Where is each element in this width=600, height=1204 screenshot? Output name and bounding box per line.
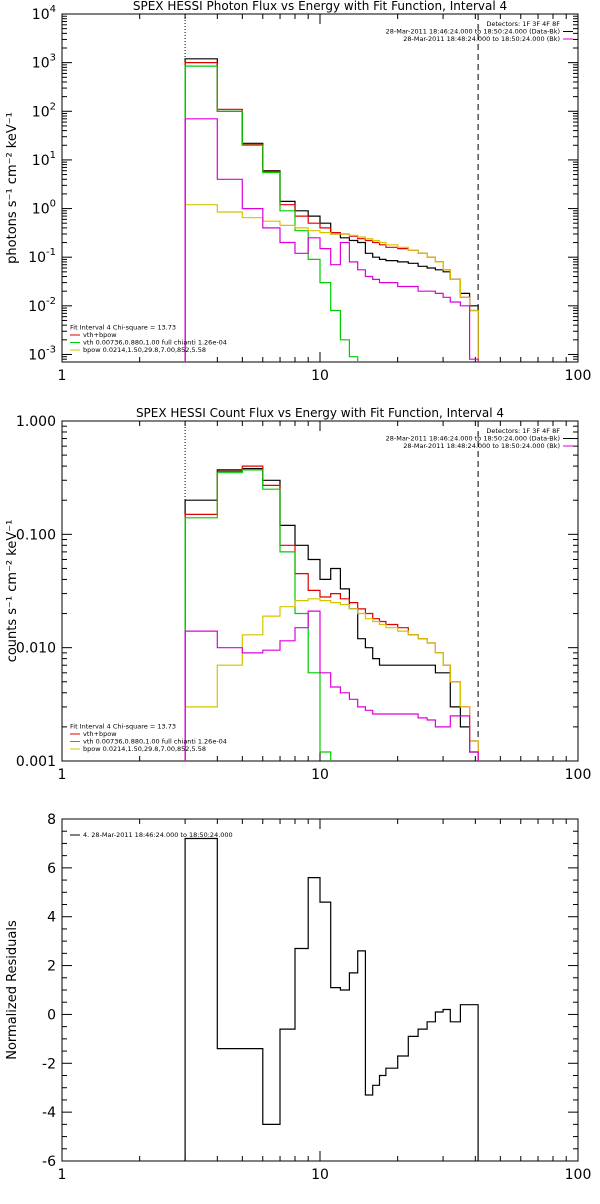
legend-bottom-left-text: vth 0.00736,0.880,1.00 full chianti 1.26… (83, 738, 227, 746)
legend-bottom-left-text: Fit Interval 4 Chi-square = 13.73 (70, 324, 176, 332)
series-bpow (184, 598, 479, 761)
y-axis-label: counts s⁻¹ cm⁻² keV⁻¹ (5, 520, 20, 663)
legend-bottom-left-text: vth 0.00736,0.880,1.00 full chianti 1.26… (83, 339, 227, 347)
legend-bottom-left-text: vth+bpow (83, 331, 117, 339)
legend-top-right-text: 28-Mar-2011 18:48:24.000 to 18:50:24.000… (403, 442, 560, 450)
series-group (184, 465, 479, 761)
y-tick-label: -2 (42, 1056, 56, 1072)
count-flux-panel: SPEX HESSI Count Flux vs Energy with Fit… (5, 406, 592, 783)
y-tick-label: 102 (32, 101, 56, 120)
series-group (184, 837, 479, 1161)
y-tick-label: 0.100 (16, 527, 56, 543)
series-bpow (184, 204, 479, 362)
legend-bottom-left-text: vth+bpow (83, 730, 117, 738)
series-data-bk (184, 468, 479, 761)
y-tick-label: 8 (47, 812, 56, 828)
y-axis-label: photons s⁻¹ cm⁻² keV⁻¹ (5, 112, 20, 264)
x-tick-label: 100 (565, 1167, 592, 1183)
y-tick-label: 0.001 (16, 754, 56, 770)
series-4-28-mar-2011-18-46-24-000-to-18-50-24-000 (184, 837, 479, 1161)
y-tick-label: 101 (32, 150, 56, 169)
y-axis-label: Normalized Residuals (5, 920, 20, 1060)
legend-top-left-text: 4. 28-Mar-2011 18:46:24.000 to 18:50:24.… (83, 831, 233, 839)
y-tick-label: 103 (32, 53, 56, 72)
legend-top-right-text: 28-Mar-2011 18:48:24.000 to 18:50:24.000… (403, 35, 560, 43)
y-tick-label: 10-1 (28, 247, 56, 266)
y-tick-label: 104 (32, 4, 56, 23)
y-tick-label: 1.000 (16, 414, 56, 430)
y-tick-label: -4 (42, 1105, 56, 1121)
legend-top-right-text: Detectors: 1F 3F 4F 8F (486, 20, 560, 28)
legend-bottom-left-text: Fit Interval 4 Chi-square = 13.73 (70, 723, 176, 731)
x-tick-label: 1 (58, 1167, 67, 1183)
y-tick-label: 6 (47, 861, 56, 877)
plot-frame (61, 13, 579, 363)
x-tick-label: 10 (311, 767, 329, 783)
x-tick-label: 10 (311, 1167, 329, 1183)
legend-top-right-text: 28-Mar-2011 18:46:24.000 to 18:50:24.000… (386, 435, 560, 443)
series-vth-bpow (184, 62, 479, 362)
y-tick-label: 100 (32, 199, 56, 218)
series-bk (184, 610, 479, 761)
photon-flux-panel: SPEX HESSI Photon Flux vs Energy with Fi… (5, 0, 592, 384)
y-tick-label: 0 (47, 1007, 56, 1023)
chart-title: SPEX HESSI Photon Flux vs Energy with Fi… (133, 0, 507, 13)
x-tick-label: 1 (58, 767, 67, 783)
legend-top-right-text: Detectors: 1F 3F 4F 8F (486, 427, 560, 435)
chart-title: SPEX HESSI Count Flux vs Energy with Fit… (136, 406, 504, 420)
series-bk (184, 118, 479, 362)
y-tick-label: 10-3 (28, 344, 56, 363)
legend-top-right-text: 28-Mar-2011 18:46:24.000 to 18:50:24.000… (386, 28, 560, 36)
y-tick-label: -6 (42, 1154, 56, 1170)
y-tick-label: 2 (47, 959, 56, 975)
x-tick-label: 1 (58, 368, 67, 384)
series-data-bk (184, 58, 479, 362)
x-tick-label: 100 (565, 368, 592, 384)
series-vth (184, 65, 359, 362)
series-group (184, 58, 479, 362)
series-vth-bpow (184, 465, 479, 761)
series-vth (184, 469, 332, 761)
y-tick-label: 0.010 (16, 641, 56, 657)
y-tick-label: 4 (47, 910, 56, 926)
x-tick-label: 10 (311, 368, 329, 384)
y-tick-label: 10-2 (28, 296, 56, 315)
x-tick-label: 100 (565, 767, 592, 783)
residuals-panel: 1 10 100 -6 -4 -2 0 2 4 6 8 Normalized Residuals 4. … (5, 812, 591, 1183)
legend-bottom-left-text: bpow 0.0214,1.50,29.8,7.00,852,5.58 (83, 346, 206, 354)
legend-bottom-left-text: bpow 0.0214,1.50,29.8,7.00,852,5.58 (83, 745, 206, 753)
plot-frame (61, 818, 579, 1162)
